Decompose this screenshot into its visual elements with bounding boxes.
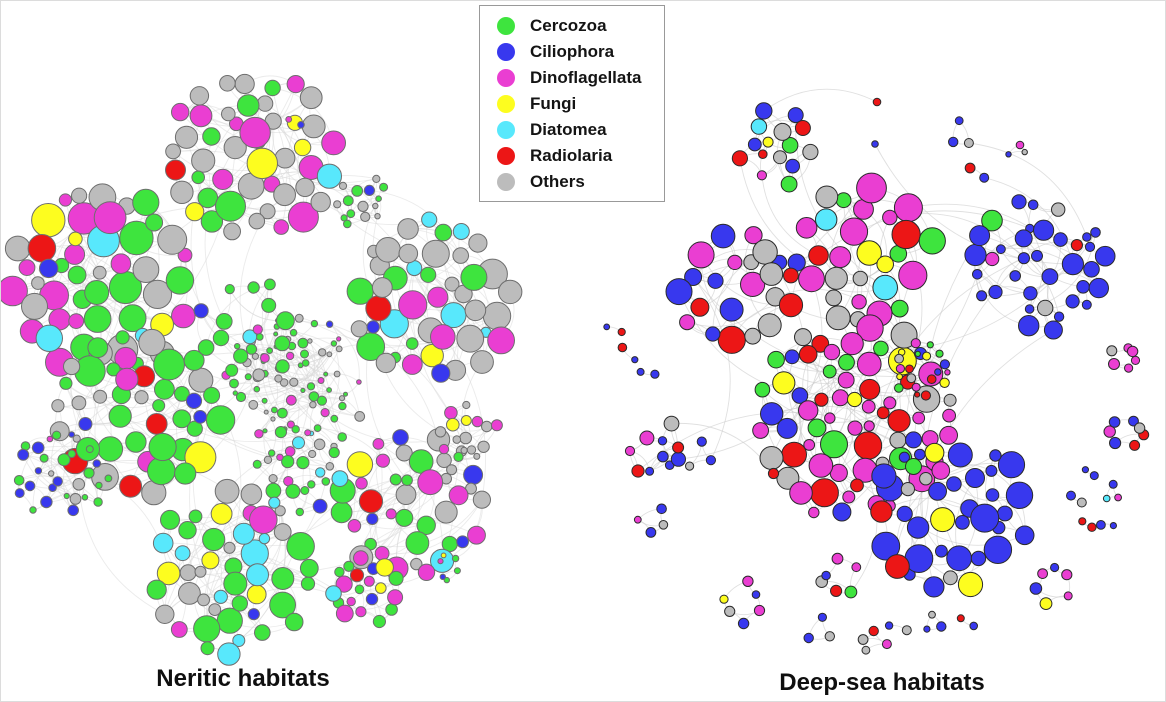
ciliophora-swatch-icon: [497, 43, 515, 61]
dinoflagellata-swatch-icon: [497, 69, 515, 87]
legend-item-diatomea: Diatomea: [480, 117, 664, 143]
legend-label: Dinoflagellata: [530, 68, 642, 87]
legend-label: Diatomea: [530, 120, 607, 139]
legend-label: Radiolaria: [530, 146, 613, 165]
legend-label: Others: [530, 172, 585, 191]
legend-item-dinoflagellata: Dinoflagellata: [480, 65, 664, 91]
legend-item-fungi: Fungi: [480, 91, 664, 117]
panel-title-neritic: Neritic habitats: [156, 665, 330, 692]
legend-box: Cercozoa Ciliophora Dinoflagellata Fungi…: [479, 5, 665, 202]
radiolaria-swatch-icon: [497, 147, 515, 165]
legend-item-radiolaria: Radiolaria: [480, 143, 664, 169]
others-swatch-icon: [497, 173, 515, 191]
fungi-swatch-icon: [497, 95, 515, 113]
panel-title-deep-sea: Deep-sea habitats: [779, 669, 985, 696]
legend-item-ciliophora: Ciliophora: [480, 39, 664, 65]
legend-label: Fungi: [530, 94, 577, 113]
legend-item-others: Others: [480, 169, 664, 195]
cercozoa-swatch-icon: [497, 17, 515, 35]
legend-label: Cercozoa: [530, 16, 607, 35]
legend-label: Ciliophora: [530, 42, 615, 61]
legend-item-cercozoa: Cercozoa: [480, 13, 664, 39]
diatomea-swatch-icon: [497, 121, 515, 139]
